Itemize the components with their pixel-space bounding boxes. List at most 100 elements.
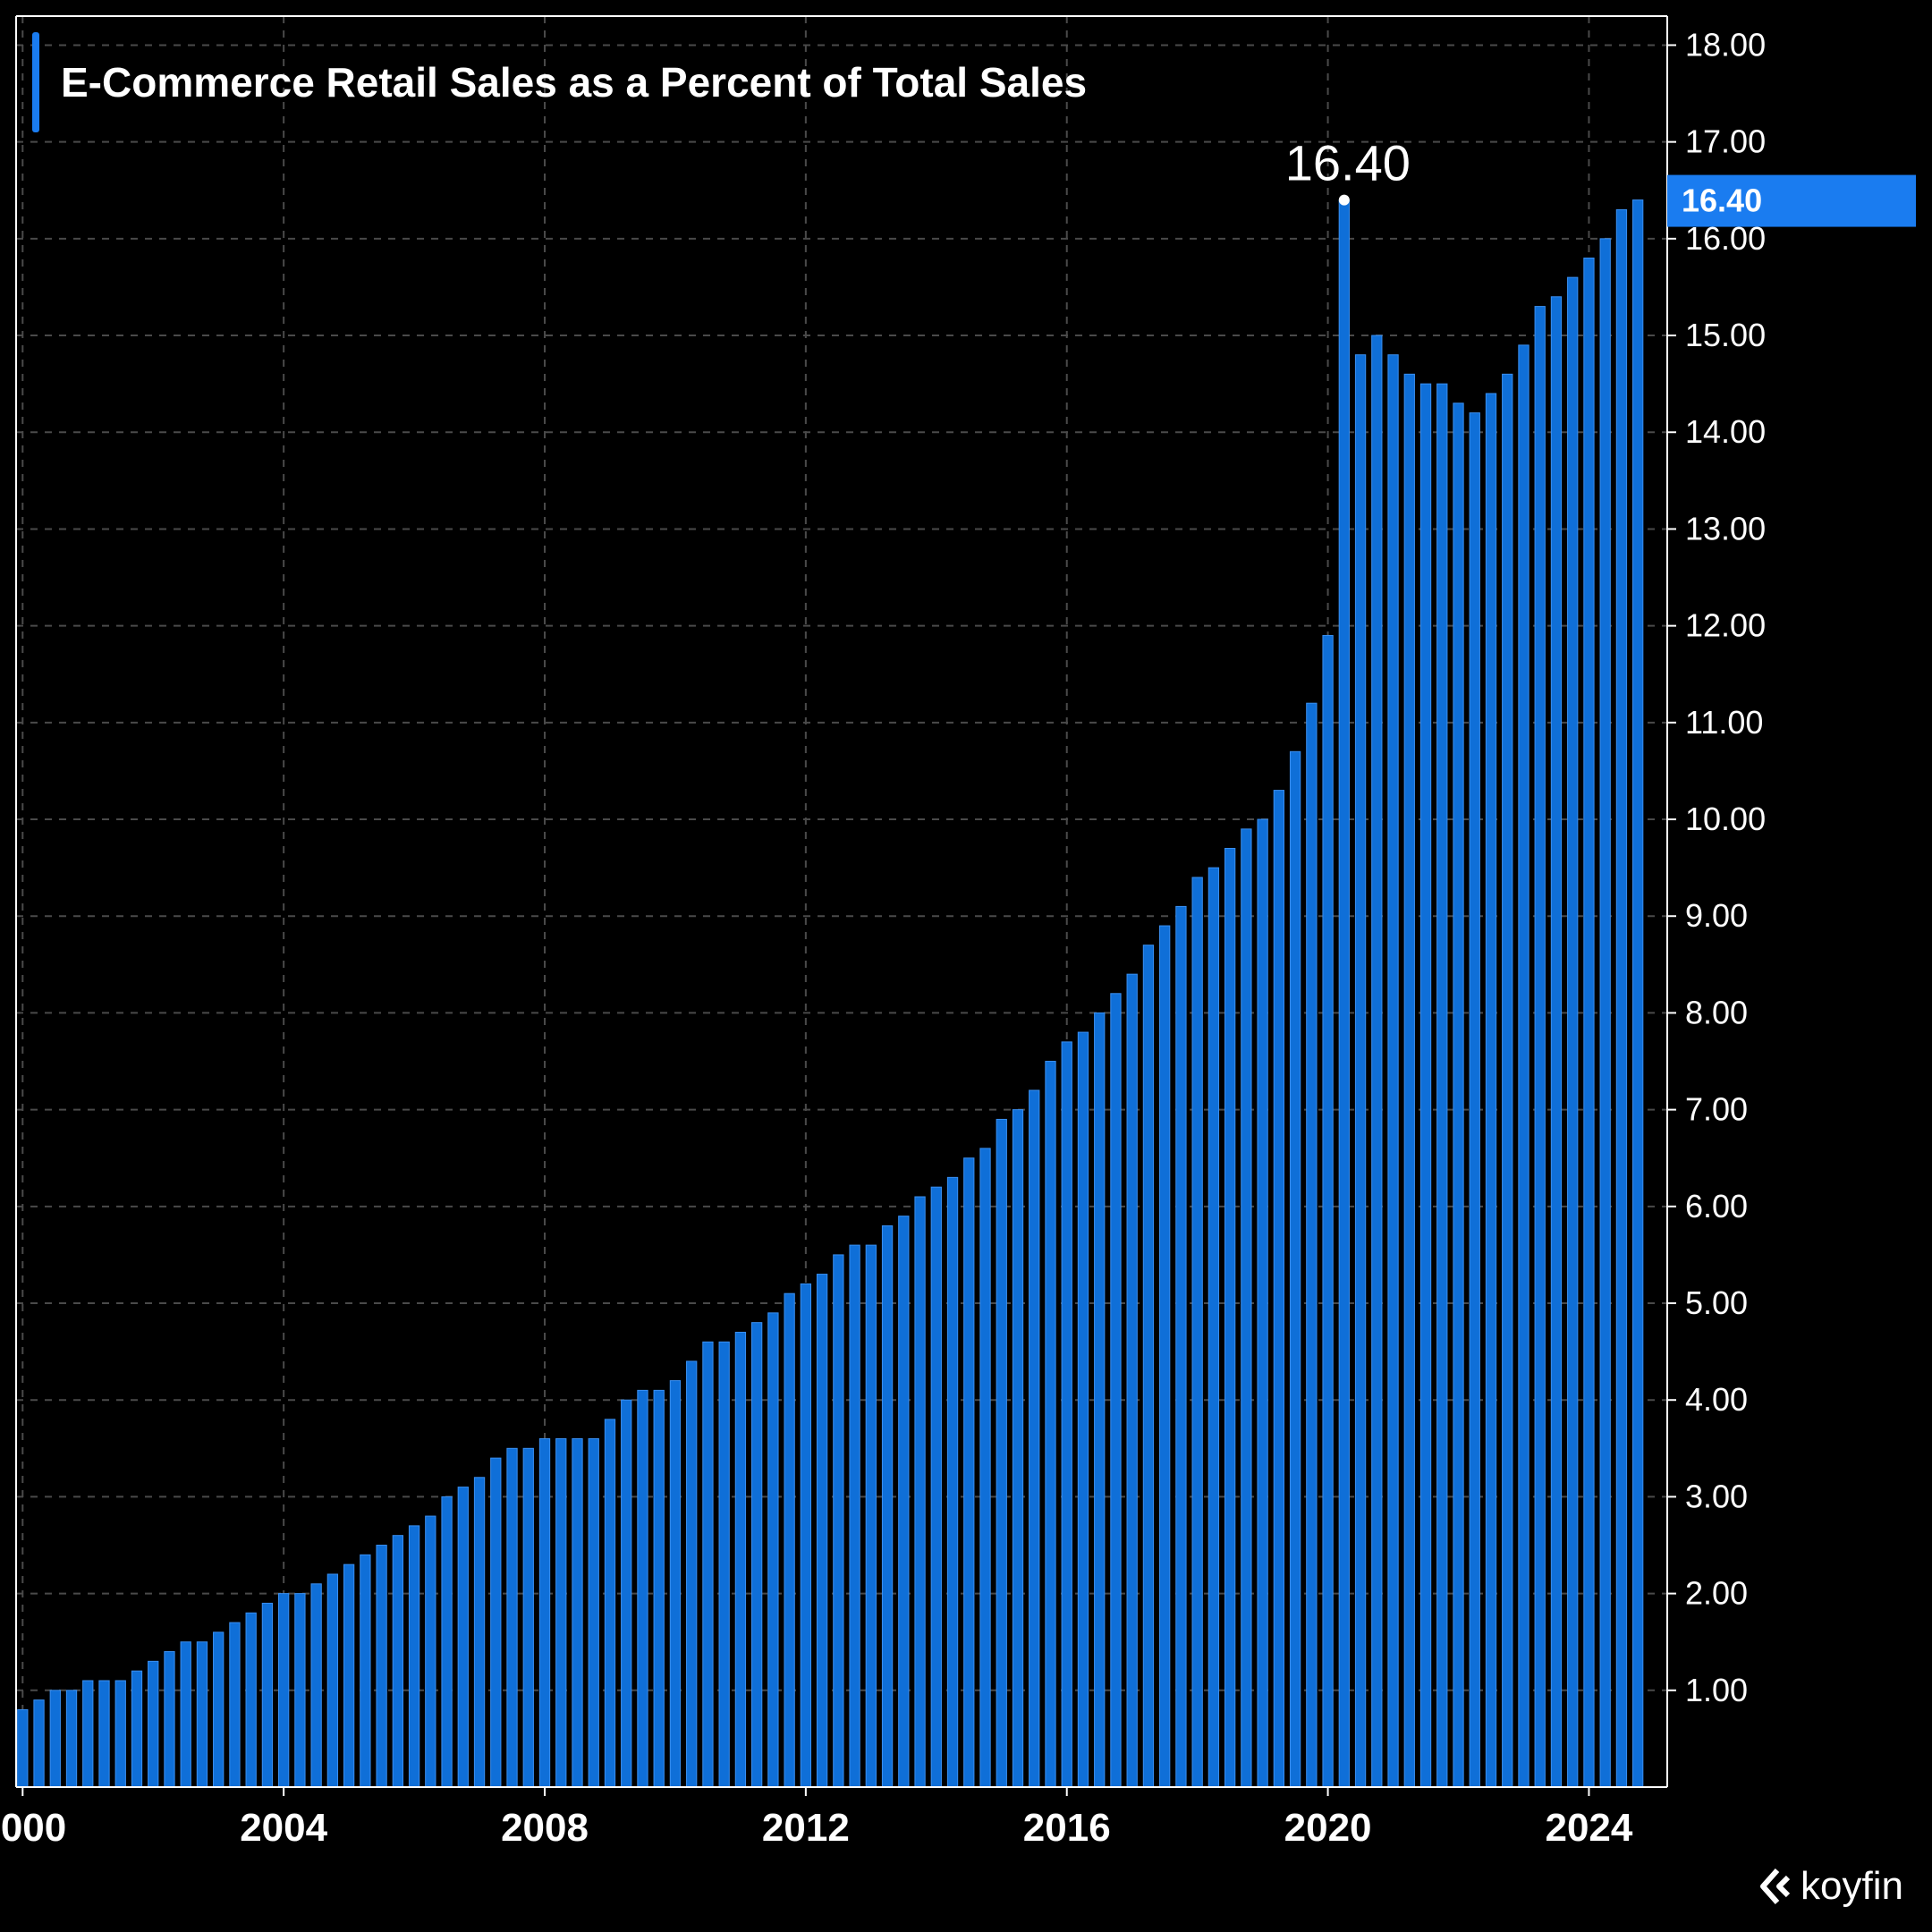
bar bbox=[490, 1457, 502, 1788]
bar bbox=[522, 1447, 534, 1788]
y-axis-ticks: 1.00 2.00 3.00 4.00 5.00 6.00 7.00 8.00 9.00 10.0… bbox=[1667, 26, 1766, 1708]
bar bbox=[196, 1641, 208, 1788]
bar bbox=[360, 1554, 371, 1788]
bar bbox=[784, 1292, 795, 1788]
bar bbox=[865, 1244, 877, 1788]
bar bbox=[1338, 199, 1350, 1788]
bar bbox=[750, 1322, 763, 1788]
bar bbox=[1453, 402, 1464, 1788]
y-tick-label: 18.00 bbox=[1685, 26, 1766, 63]
bar bbox=[1289, 750, 1301, 1788]
bar bbox=[621, 1399, 632, 1788]
bar bbox=[963, 1157, 975, 1788]
y-tick-label: 7.00 bbox=[1685, 1091, 1748, 1128]
bar bbox=[473, 1477, 486, 1788]
y-tick-label: 2.00 bbox=[1685, 1575, 1748, 1612]
bar bbox=[164, 1651, 175, 1788]
bar bbox=[343, 1563, 355, 1788]
last-value-label: 16.40 bbox=[1682, 182, 1762, 219]
bar bbox=[1306, 702, 1318, 1788]
bar bbox=[669, 1380, 682, 1788]
bar bbox=[914, 1196, 926, 1788]
bar bbox=[588, 1437, 599, 1788]
bar bbox=[1208, 867, 1220, 1788]
bar bbox=[506, 1447, 518, 1788]
bar bbox=[392, 1535, 403, 1788]
y-tick-label: 1.00 bbox=[1685, 1672, 1748, 1708]
bar bbox=[1632, 199, 1644, 1788]
bar bbox=[653, 1389, 665, 1788]
bar bbox=[49, 1690, 61, 1788]
bar bbox=[881, 1224, 894, 1788]
y-tick-label: 10.00 bbox=[1685, 801, 1766, 837]
bar bbox=[33, 1699, 45, 1788]
bar bbox=[1322, 634, 1334, 1788]
bar bbox=[17, 1708, 29, 1788]
bar bbox=[180, 1641, 191, 1788]
bar bbox=[1061, 1041, 1072, 1788]
bar bbox=[686, 1360, 698, 1788]
bar bbox=[555, 1437, 567, 1788]
y-tick-label: 12.00 bbox=[1685, 607, 1766, 644]
bar bbox=[376, 1545, 387, 1788]
bar bbox=[277, 1593, 290, 1788]
bar bbox=[702, 1341, 714, 1788]
y-tick-label: 15.00 bbox=[1685, 317, 1766, 353]
bar bbox=[1387, 354, 1399, 1788]
bar bbox=[1567, 276, 1579, 1788]
x-tick-label: 2000 bbox=[0, 1806, 66, 1850]
bar bbox=[1615, 208, 1628, 1788]
chart-title-box: E-Commerce Retail Sales as a Percent of … bbox=[32, 32, 1087, 132]
axes bbox=[15, 15, 1668, 1788]
last-value-badge bbox=[1667, 174, 1916, 227]
bar bbox=[930, 1186, 942, 1788]
x-tick-label: 2020 bbox=[1284, 1806, 1372, 1850]
bar bbox=[718, 1341, 730, 1788]
bar bbox=[767, 1312, 779, 1788]
y-tick-label: 14.00 bbox=[1685, 413, 1766, 450]
bar bbox=[294, 1593, 306, 1788]
bar bbox=[229, 1622, 241, 1788]
bar bbox=[1077, 1031, 1089, 1788]
bar bbox=[261, 1602, 274, 1788]
bar bbox=[1159, 925, 1171, 1788]
x-tick-label: 2004 bbox=[240, 1806, 327, 1850]
bar bbox=[637, 1389, 648, 1788]
bar bbox=[1110, 993, 1122, 1788]
bar bbox=[1012, 1109, 1024, 1788]
bar bbox=[1502, 373, 1513, 1788]
bar bbox=[1191, 877, 1203, 1788]
bar bbox=[996, 1118, 1007, 1788]
y-tick-label: 13.00 bbox=[1685, 510, 1766, 547]
bar-series bbox=[17, 199, 1644, 1788]
bar bbox=[1045, 1061, 1056, 1788]
bar bbox=[1583, 257, 1595, 1788]
bar bbox=[1273, 790, 1285, 1788]
bar bbox=[1403, 373, 1415, 1788]
bar bbox=[98, 1680, 110, 1788]
y-tick-label: 8.00 bbox=[1685, 994, 1748, 1030]
bar bbox=[898, 1216, 910, 1788]
bar bbox=[425, 1515, 436, 1788]
bar bbox=[1534, 306, 1546, 1788]
bar bbox=[1371, 335, 1383, 1788]
bar bbox=[310, 1583, 322, 1788]
bar bbox=[1241, 828, 1252, 1788]
chart-title: E-Commerce Retail Sales as a Percent of … bbox=[61, 59, 1088, 106]
bar bbox=[1257, 818, 1268, 1788]
title-accent-bar bbox=[32, 32, 39, 132]
koyfin-logo-icon bbox=[1760, 1868, 1791, 1904]
bar bbox=[131, 1670, 143, 1788]
bar bbox=[1175, 905, 1187, 1788]
bar bbox=[1142, 945, 1155, 1788]
bar bbox=[1469, 412, 1480, 1788]
y-tick-label: 17.00 bbox=[1685, 123, 1766, 160]
bar bbox=[946, 1176, 959, 1788]
bar bbox=[979, 1148, 991, 1788]
bar bbox=[1224, 847, 1236, 1788]
peak-annotation: 16.40 16.40 bbox=[1285, 135, 1916, 227]
peak-marker bbox=[1338, 194, 1350, 206]
bar bbox=[65, 1690, 78, 1788]
bar bbox=[1029, 1089, 1040, 1788]
